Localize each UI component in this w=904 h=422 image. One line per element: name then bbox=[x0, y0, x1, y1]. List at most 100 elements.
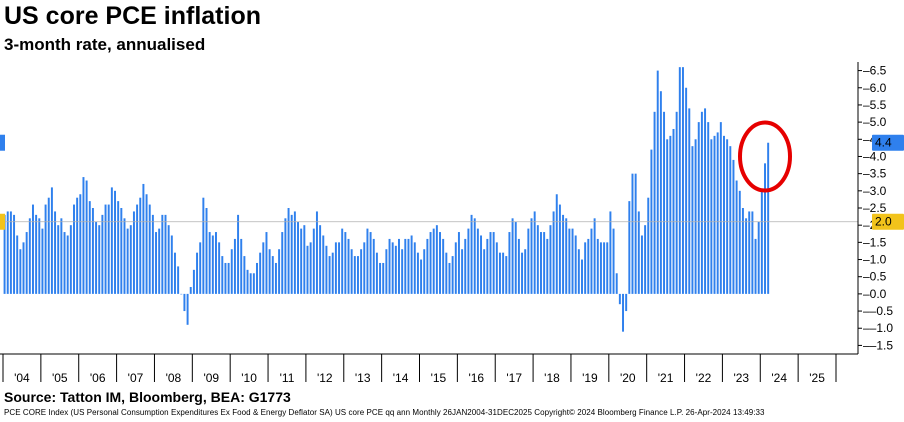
bar bbox=[215, 232, 217, 294]
bar bbox=[704, 108, 707, 294]
bar bbox=[565, 218, 568, 294]
bar bbox=[451, 256, 454, 294]
bar bbox=[486, 238, 489, 294]
bar bbox=[590, 228, 593, 294]
bar bbox=[391, 242, 394, 294]
bar bbox=[685, 87, 688, 294]
bar bbox=[366, 228, 369, 294]
bar bbox=[558, 204, 561, 294]
bar bbox=[599, 242, 602, 294]
bar bbox=[555, 194, 558, 294]
x-tick-label: '24 bbox=[771, 371, 787, 385]
bar bbox=[218, 242, 221, 294]
bar bbox=[262, 242, 265, 294]
bar bbox=[47, 197, 50, 294]
x-tick-label: '13 bbox=[355, 371, 371, 385]
bar bbox=[612, 228, 615, 294]
bar bbox=[584, 242, 587, 294]
bar bbox=[82, 177, 85, 294]
bar bbox=[473, 218, 476, 294]
bar bbox=[88, 201, 91, 294]
bar bbox=[432, 228, 435, 294]
x-axis: '04 '05 '06 '07 '08 '09 '10 '11 '12 '13 '14 '15 '16 '… bbox=[2, 354, 837, 385]
bar bbox=[445, 252, 448, 294]
bar bbox=[110, 187, 113, 294]
bar bbox=[132, 211, 135, 294]
x-tick-label: '23 bbox=[733, 371, 749, 385]
bar bbox=[54, 211, 57, 294]
bar bbox=[347, 238, 350, 294]
bar bbox=[514, 221, 517, 294]
bar bbox=[142, 183, 145, 294]
y-tick-label: –5.5 bbox=[863, 98, 887, 112]
bar bbox=[719, 122, 722, 294]
bar bbox=[448, 262, 451, 294]
bar bbox=[13, 214, 16, 294]
bar bbox=[356, 256, 359, 294]
bar bbox=[274, 262, 277, 294]
bar bbox=[568, 228, 571, 294]
y-tick-label: ––1.0 bbox=[863, 321, 893, 335]
bar bbox=[581, 259, 583, 294]
bar bbox=[243, 256, 246, 294]
bar bbox=[707, 122, 710, 294]
bar bbox=[401, 249, 404, 294]
x-tick-label: '07 bbox=[128, 371, 144, 385]
bar bbox=[256, 262, 258, 294]
bar bbox=[681, 67, 684, 294]
bar bbox=[615, 273, 618, 294]
bar bbox=[723, 135, 725, 294]
bar bbox=[126, 228, 129, 294]
bar bbox=[546, 238, 549, 294]
highlight-circle bbox=[738, 120, 792, 193]
bar bbox=[369, 232, 372, 294]
bar bbox=[634, 173, 637, 294]
bar bbox=[265, 232, 268, 294]
bar bbox=[290, 214, 293, 294]
bar bbox=[350, 249, 353, 294]
y-tick-label: –0.5 bbox=[863, 270, 887, 284]
bar bbox=[120, 208, 123, 294]
bar bbox=[574, 235, 577, 294]
bar bbox=[268, 249, 271, 294]
y-tick-label: –3.0 bbox=[863, 184, 887, 198]
bar bbox=[19, 249, 22, 294]
bar bbox=[729, 146, 732, 294]
bar bbox=[35, 214, 38, 294]
bar bbox=[388, 238, 391, 294]
bar bbox=[287, 208, 290, 294]
bar bbox=[139, 197, 142, 294]
x-tick-label: '08 bbox=[166, 371, 182, 385]
bar bbox=[107, 204, 110, 294]
y-tick-label: –2.5 bbox=[863, 201, 887, 215]
bar bbox=[98, 225, 101, 294]
bar bbox=[186, 293, 189, 325]
bar bbox=[416, 252, 419, 294]
bar bbox=[716, 132, 719, 294]
bar bbox=[710, 139, 713, 294]
bar bbox=[735, 180, 738, 294]
bar bbox=[9, 211, 12, 294]
bar bbox=[353, 256, 356, 294]
y-tick-label: –1.0 bbox=[863, 253, 887, 267]
x-tick-label: '17 bbox=[506, 371, 522, 385]
bar bbox=[208, 232, 211, 294]
bar bbox=[6, 211, 9, 294]
bar bbox=[284, 218, 287, 294]
bar bbox=[309, 242, 312, 294]
x-tick-label: '25 bbox=[809, 371, 825, 385]
bar bbox=[678, 67, 681, 294]
bar bbox=[454, 242, 457, 294]
bar bbox=[189, 287, 192, 294]
bar bbox=[760, 190, 763, 294]
bar bbox=[173, 252, 176, 294]
bar bbox=[252, 273, 255, 294]
bar bbox=[656, 70, 659, 294]
bar bbox=[533, 211, 536, 294]
bar bbox=[379, 262, 382, 294]
bar bbox=[663, 111, 666, 294]
bar bbox=[259, 252, 262, 294]
y-tick-label: ––1.5 bbox=[863, 338, 893, 352]
bar bbox=[315, 211, 318, 294]
bar bbox=[293, 211, 296, 294]
